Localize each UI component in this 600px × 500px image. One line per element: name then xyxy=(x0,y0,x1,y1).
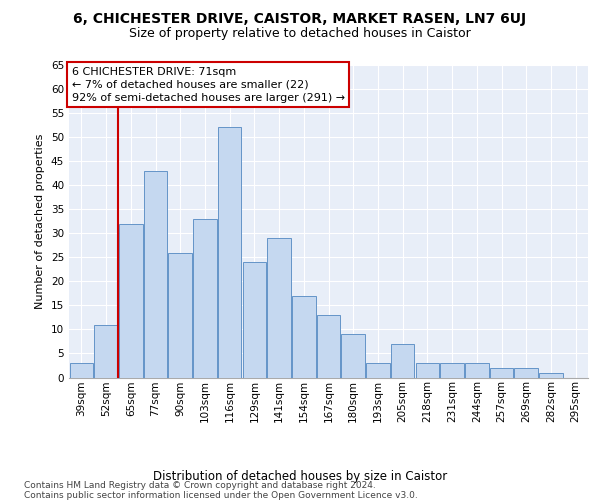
Text: Size of property relative to detached houses in Caistor: Size of property relative to detached ho… xyxy=(129,28,471,40)
Bar xyxy=(391,344,415,378)
Bar xyxy=(539,372,563,378)
Bar xyxy=(292,296,316,378)
Bar xyxy=(193,219,217,378)
Y-axis label: Number of detached properties: Number of detached properties xyxy=(35,134,46,309)
Bar xyxy=(94,324,118,378)
Text: 6 CHICHESTER DRIVE: 71sqm
← 7% of detached houses are smaller (22)
92% of semi-d: 6 CHICHESTER DRIVE: 71sqm ← 7% of detach… xyxy=(71,66,345,103)
Text: 6, CHICHESTER DRIVE, CAISTOR, MARKET RASEN, LN7 6UJ: 6, CHICHESTER DRIVE, CAISTOR, MARKET RAS… xyxy=(73,12,527,26)
Bar xyxy=(317,315,340,378)
Bar xyxy=(416,363,439,378)
Bar xyxy=(268,238,291,378)
Bar xyxy=(70,363,93,378)
Bar xyxy=(119,224,143,378)
Bar xyxy=(341,334,365,378)
Bar xyxy=(144,171,167,378)
Bar xyxy=(242,262,266,378)
Bar xyxy=(514,368,538,378)
Bar xyxy=(490,368,513,378)
Bar xyxy=(218,128,241,378)
Bar xyxy=(366,363,389,378)
Bar xyxy=(440,363,464,378)
Text: Distribution of detached houses by size in Caistor: Distribution of detached houses by size … xyxy=(153,470,447,483)
Text: Contains HM Land Registry data © Crown copyright and database right 2024.
Contai: Contains HM Land Registry data © Crown c… xyxy=(24,481,418,500)
Bar xyxy=(465,363,488,378)
Bar xyxy=(169,252,192,378)
